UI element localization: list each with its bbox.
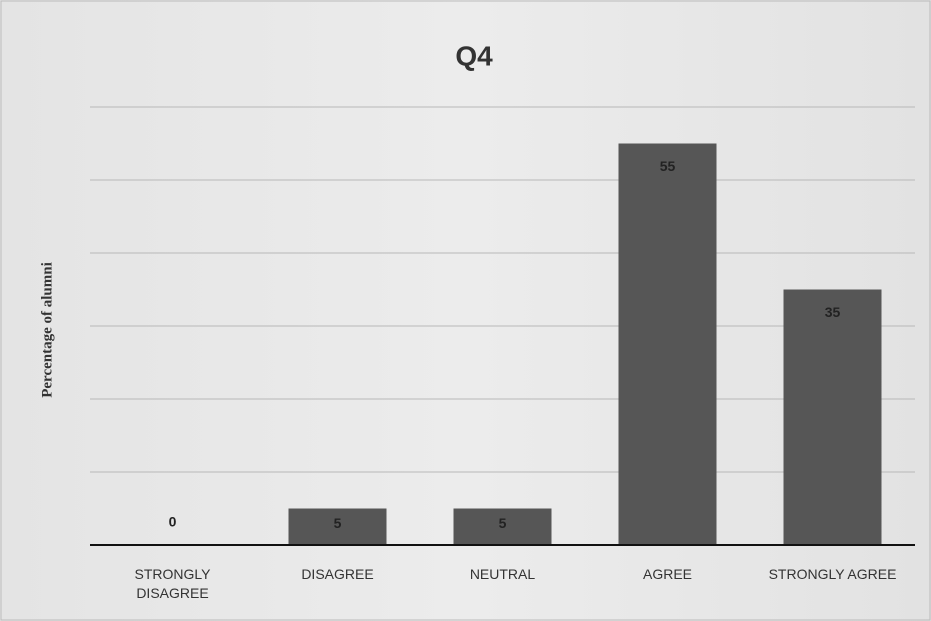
data-label: 5 — [499, 515, 507, 531]
bar — [783, 289, 882, 545]
bar — [288, 508, 387, 545]
bar — [618, 143, 717, 545]
x-tick-label: DISAGREE — [301, 566, 374, 582]
x-tick-label: NEUTRAL — [469, 566, 536, 582]
x-tick-label: AGREE — [642, 566, 692, 582]
data-label: 55 — [660, 158, 676, 174]
data-label: 0 — [169, 514, 177, 530]
bar — [453, 508, 552, 545]
y-axis-label: Percentage of alumni — [39, 262, 55, 398]
x-tick-label: STRONGLY DISAGREE — [134, 566, 211, 601]
x-tick-label: STRONGLY AGREE — [768, 566, 897, 582]
data-label: 5 — [334, 515, 342, 531]
chart-title: Q4 — [455, 40, 493, 71]
data-label: 35 — [825, 304, 841, 320]
